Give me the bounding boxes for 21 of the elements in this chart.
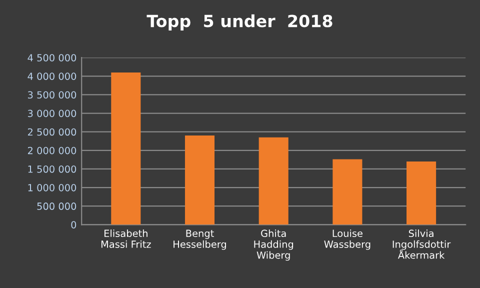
x-tick-label: Louise Wassberg — [324, 230, 370, 250]
y-tick-label: 1 500 000 — [28, 165, 76, 173]
bar — [111, 72, 141, 225]
y-tick-label: 1 000 000 — [28, 184, 76, 192]
bar — [258, 137, 288, 225]
x-tick-label: Silvia Ingolfsdottir Åkermark — [392, 230, 451, 259]
bar — [406, 162, 436, 225]
y-tick-label: 2 000 000 — [28, 146, 76, 154]
y-tick-label: 2 500 000 — [28, 128, 76, 136]
y-tick-label: 4 000 000 — [28, 72, 76, 80]
x-tick-label: Bengt Hesselberg — [174, 230, 226, 250]
y-tick-label: 500 000 — [37, 202, 76, 210]
chart-title: Topp 5 under 2018 — [146, 14, 332, 31]
bar — [332, 159, 362, 225]
x-tick-label: Elisabeth Massi Fritz — [101, 230, 151, 248]
y-tick-label: 4 500 000 — [28, 54, 76, 62]
y-tick-label: 0 — [71, 221, 76, 228]
bar — [184, 136, 215, 225]
y-tick-label: 3 500 000 — [28, 91, 76, 99]
x-tick-label: Ghita Hadding Wiberg — [254, 230, 294, 261]
y-tick-label: 3 000 000 — [28, 110, 76, 118]
